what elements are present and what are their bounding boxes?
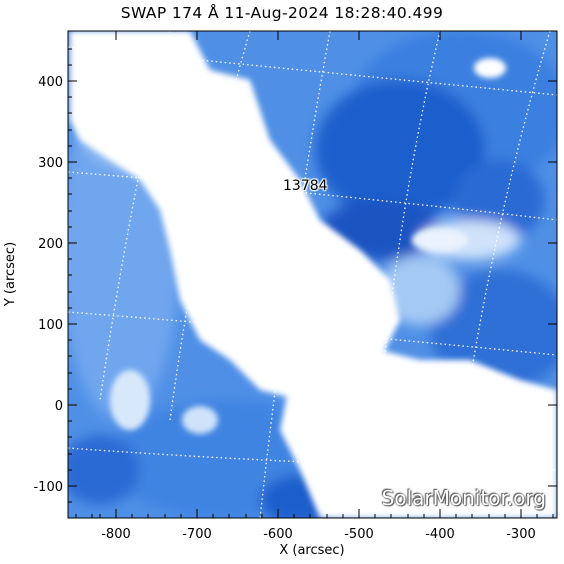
y-tick-label: 300 (38, 156, 63, 171)
x-tick-label: -300 (506, 527, 536, 542)
euv-image (68, 31, 557, 518)
image-title: SWAP 174 Å 11-Aug-2024 18:28:40.499 (120, 4, 444, 22)
y-tick-label: 400 (38, 75, 63, 90)
heliographic-grid (68, 31, 557, 518)
y-axis-title: Y (arcsec) (3, 242, 18, 307)
y-tick-label: 100 (38, 318, 63, 333)
active-region-label: 13784 (283, 178, 328, 194)
x-tick-label: -400 (425, 527, 455, 542)
y-tick-label: 0 (55, 399, 63, 414)
watermark: SolarMonitor.org (381, 486, 546, 510)
minor-ticks (68, 48, 554, 518)
x-tick-label: -700 (182, 527, 212, 542)
x-tick-label: -800 (101, 527, 131, 542)
y-tick-label: 200 (38, 237, 63, 252)
x-major-ticks (115, 31, 522, 518)
x-tick-label: -500 (344, 527, 374, 542)
x-axis-title: X (arcsec) (279, 543, 344, 558)
y-tick-label: -100 (33, 480, 63, 495)
y-major-ticks (68, 80, 557, 487)
x-tick-label: -600 (263, 527, 293, 542)
